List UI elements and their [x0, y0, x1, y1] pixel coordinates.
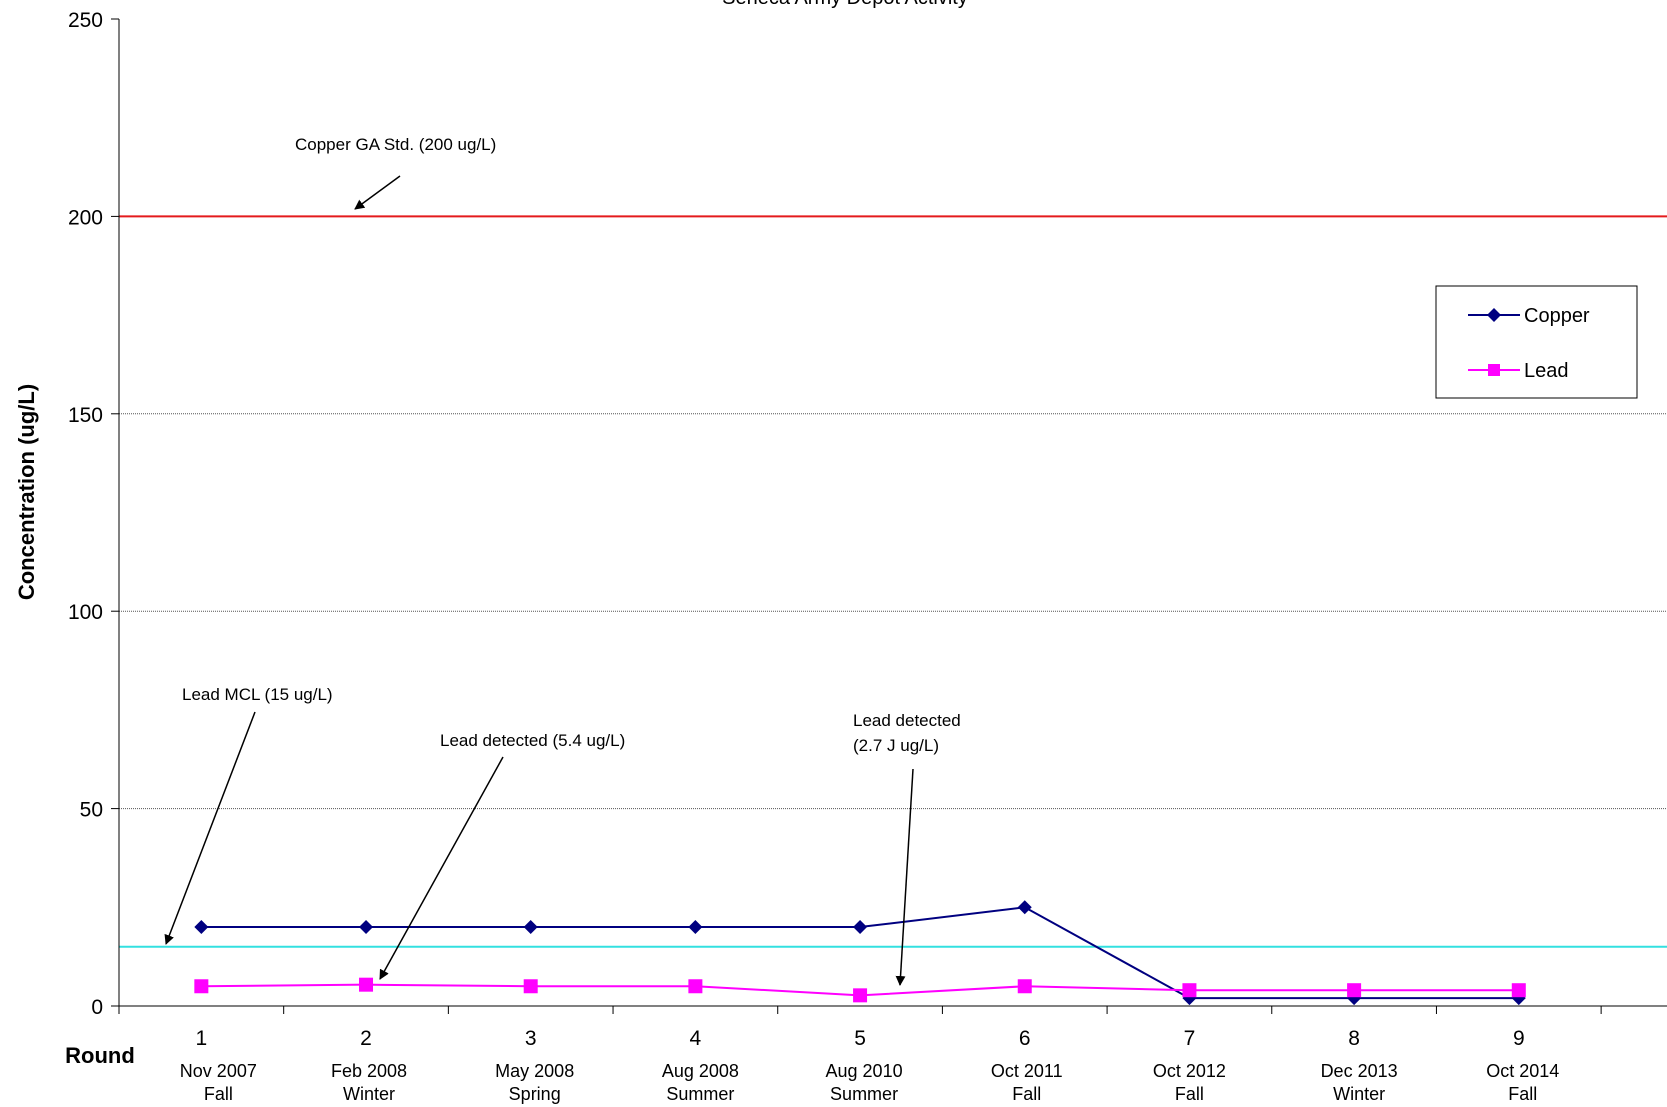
x-tick-label-9: 9 — [1513, 1027, 1525, 1050]
legend-lead-marker — [1488, 364, 1500, 376]
x-tick-label-4: 4 — [690, 1027, 702, 1050]
x-tick-label-7: 7 — [1184, 1027, 1196, 1050]
lead-point-6 — [1017, 979, 1032, 994]
lead-point-8 — [1347, 983, 1362, 998]
x-date-label-2: Feb 2008 — [331, 1061, 407, 1081]
x-season-label-4: Summer — [666, 1084, 734, 1104]
copper-point-6 — [1017, 900, 1032, 915]
copper-standard-arrow — [354, 175, 401, 210]
x-tick-label-3: 3 — [525, 1027, 537, 1050]
x-season-label-5: Summer — [830, 1084, 898, 1104]
y-tick-label-100: 100 — [68, 601, 103, 624]
annotations: Copper GA Std. (200 ug/L) Lead MCL (15 ug… — [164, 135, 961, 986]
lead-point-1 — [194, 979, 209, 994]
x-tick-label-6: 6 — [1019, 1027, 1031, 1050]
y-tick-label-200: 200 — [68, 206, 103, 229]
x-season-label-3: Spring — [509, 1084, 561, 1104]
x-tick-label-8: 8 — [1348, 1027, 1360, 1050]
x-season-label-1: Fall — [204, 1084, 233, 1104]
legend: Copper Lead — [1435, 285, 1638, 399]
x-axis-title: Round — [65, 1043, 135, 1068]
copper-standard-label: Copper GA Std. (200 ug/L) — [295, 135, 496, 154]
copper-point-3 — [523, 920, 538, 935]
x-tick-label-2: 2 — [360, 1027, 372, 1050]
legend-lead-label: Lead — [1524, 360, 1569, 382]
lead-point-3 — [523, 979, 538, 994]
lead-detected-5-4-arrow — [379, 756, 504, 980]
y-tick-label-50: 50 — [80, 799, 103, 822]
legend-box — [1435, 285, 1638, 399]
lead-point-9 — [1511, 983, 1526, 998]
x-season-label-2: Winter — [343, 1084, 395, 1104]
lead-detected-2-7-label-line1: Lead detected — [853, 711, 961, 730]
x-date-label-8: Dec 2013 — [1321, 1061, 1398, 1081]
lead-point-5 — [853, 988, 868, 1003]
axes: 0 50 100 150 200 250 1 Nov 2007 Fall 2 Feb 2008 Win… — [68, 9, 1667, 1104]
gridlines — [119, 413, 1667, 810]
lead-mcl-arrow — [164, 711, 256, 945]
x-date-label-5: Aug 2010 — [826, 1061, 903, 1081]
lead-point-2 — [359, 977, 374, 992]
y-tick-label-0: 0 — [91, 996, 103, 1019]
chart-title: Seneca Army Depot Activity — [722, 0, 968, 9]
x-season-label-7: Fall — [1175, 1084, 1204, 1104]
lead-detected-2-7-label-line2: (2.7 J ug/L) — [853, 736, 939, 755]
lead-mcl-label: Lead MCL (15 ug/L) — [182, 685, 333, 704]
x-date-label-7: Oct 2012 — [1153, 1061, 1226, 1081]
copper-point-5 — [853, 920, 868, 935]
x-season-label-6: Fall — [1012, 1084, 1041, 1104]
x-season-label-8: Winter — [1333, 1084, 1385, 1104]
x-date-label-4: Aug 2008 — [662, 1061, 739, 1081]
x-date-label-9: Oct 2014 — [1486, 1061, 1559, 1081]
x-date-label-6: Oct 2011 — [991, 1061, 1063, 1081]
y-tick-label-150: 150 — [68, 404, 103, 427]
lead-detected-2-7-arrow — [895, 768, 914, 986]
x-date-label-3: May 2008 — [495, 1061, 574, 1081]
lead-detected-5-4-label: Lead detected (5.4 ug/L) — [440, 731, 625, 750]
reference-lines — [119, 215, 1667, 948]
y-tick-label-250: 250 — [68, 9, 103, 32]
y-axis-title: Concentration (ug/L) — [14, 384, 39, 600]
legend-copper-label: Copper — [1524, 305, 1590, 327]
x-season-label-9: Fall — [1508, 1084, 1537, 1104]
series — [194, 900, 1526, 1006]
lead-point-4 — [688, 979, 703, 994]
copper-point-1 — [194, 920, 209, 935]
lead-point-7 — [1182, 983, 1197, 998]
copper-point-4 — [688, 920, 703, 935]
x-tick-label-1: 1 — [195, 1027, 207, 1050]
copper-point-2 — [359, 920, 374, 935]
legend-copper-marker — [1487, 308, 1501, 322]
x-tick-label-5: 5 — [854, 1027, 866, 1050]
x-date-label-1: Nov 2007 — [180, 1061, 257, 1081]
